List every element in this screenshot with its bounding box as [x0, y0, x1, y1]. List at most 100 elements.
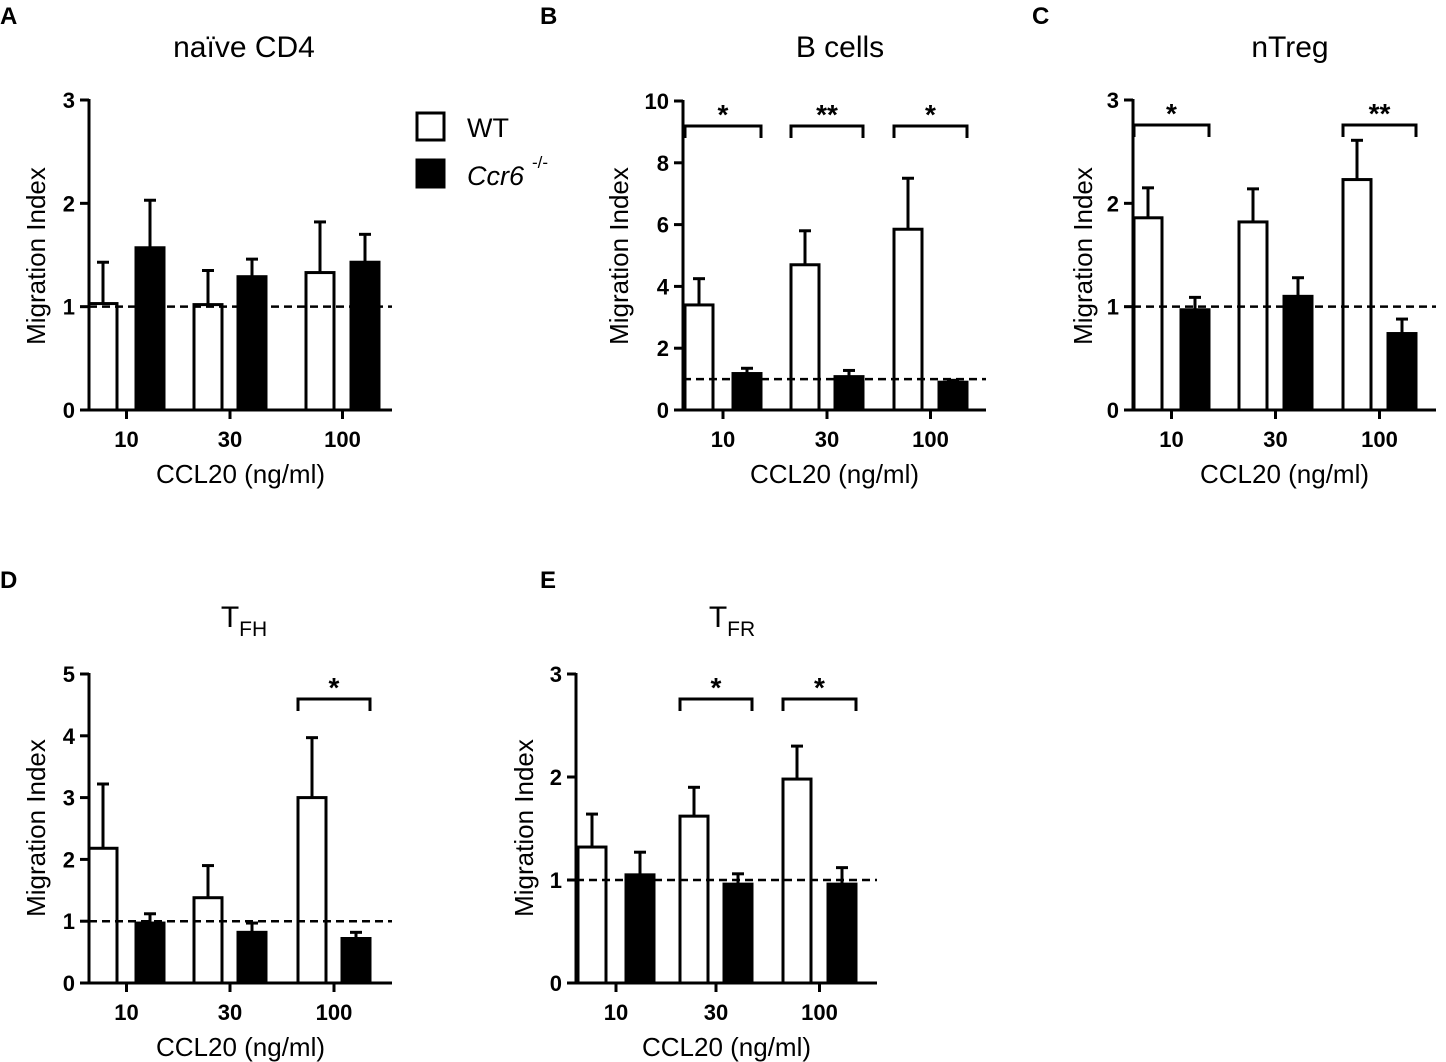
chart-title: TFR [709, 601, 755, 641]
y-tick-label: 0 [657, 398, 669, 423]
significance-label: ** [1369, 98, 1391, 129]
chart-title-subscript: FH [239, 618, 267, 641]
y-axis-label: Migration Index [21, 167, 51, 345]
y-tick-label: 8 [657, 151, 669, 176]
x-tick-label: 30 [815, 427, 839, 452]
bar-wt [1237, 220, 1269, 412]
bar-wt [678, 814, 710, 985]
bar-wt [1341, 178, 1373, 412]
y-tick-label: 2 [657, 336, 669, 361]
significance-bracket [1341, 123, 1418, 137]
x-tick-label: 100 [316, 1000, 353, 1025]
bar-wt [87, 846, 119, 985]
y-tick-label: 2 [63, 191, 75, 216]
bar-wt [87, 302, 119, 412]
legend-swatch-ccr6 [415, 158, 446, 189]
chart-title-main: nTreg [1251, 31, 1328, 64]
bar-ccr6 [236, 275, 268, 412]
bar-ccr6 [1179, 308, 1211, 412]
bar-ccr6 [340, 937, 372, 985]
y-tick-label: 3 [1107, 88, 1119, 113]
x-axis-label: CCL20 (ng/ml) [156, 459, 325, 489]
significance-bracket [683, 124, 763, 138]
y-tick-label: 2 [1107, 191, 1119, 216]
x-tick-label: 10 [711, 427, 735, 452]
y-axis-label: Migration Index [21, 739, 51, 917]
y-tick-label: 0 [1107, 398, 1119, 423]
significance-label: * [329, 672, 340, 703]
significance-label: * [718, 99, 729, 130]
bar-wt [789, 263, 821, 412]
panel-letter: E [540, 567, 556, 594]
significance-bracket [296, 697, 372, 711]
chart-title-main: T [221, 601, 239, 634]
x-axis-label: CCL20 (ng/ml) [750, 459, 919, 489]
significance-label: * [1166, 98, 1177, 129]
x-tick-label: 30 [218, 1000, 242, 1025]
y-tick-label: 2 [63, 847, 75, 872]
x-tick-label: 30 [1263, 427, 1287, 452]
y-tick-label: 2 [550, 765, 562, 790]
legend: WT Ccr6 -/- [415, 111, 548, 191]
chart-title-main: T [709, 601, 727, 634]
bar-wt [683, 303, 715, 412]
bar-ccr6 [134, 246, 166, 412]
legend-label-wt: WT [467, 113, 509, 143]
bar-ccr6 [833, 375, 865, 412]
bar-wt [192, 303, 224, 412]
chart-title: naïve CD4 [173, 31, 315, 64]
bar-ccr6 [722, 882, 754, 985]
y-tick-label: 1 [63, 909, 75, 934]
significance-label: * [711, 672, 722, 703]
y-tick-label: 10 [645, 89, 669, 114]
y-tick-label: 4 [657, 274, 670, 299]
significance-bracket [1132, 123, 1211, 137]
bar-wt [892, 227, 924, 412]
x-tick-label: 10 [114, 427, 138, 452]
x-tick-label: 100 [801, 1000, 838, 1025]
x-tick-label: 100 [1361, 427, 1398, 452]
y-tick-label: 3 [63, 88, 75, 113]
x-tick-label: 10 [114, 1000, 138, 1025]
bar-ccr6 [826, 882, 858, 985]
x-tick-label: 10 [1159, 427, 1183, 452]
x-tick-label: 100 [912, 427, 949, 452]
chart-title: nTreg [1251, 31, 1328, 64]
bar-ccr6 [236, 930, 268, 985]
bar-ccr6 [624, 873, 656, 985]
x-tick-label: 10 [604, 1000, 628, 1025]
y-tick-label: 4 [63, 724, 76, 749]
y-tick-label: 1 [63, 295, 75, 320]
x-tick-label: 30 [218, 427, 242, 452]
x-axis-label: CCL20 (ng/ml) [1200, 459, 1369, 489]
y-tick-label: 3 [63, 786, 75, 811]
x-tick-label: 100 [324, 427, 361, 452]
legend-swatch-wt [415, 111, 446, 142]
bar-ccr6 [134, 921, 166, 985]
y-tick-label: 6 [657, 213, 669, 238]
bar-ccr6 [1386, 332, 1418, 412]
bar-wt [1132, 216, 1164, 412]
chart-title: B cells [796, 31, 884, 64]
y-tick-label: 1 [550, 868, 562, 893]
x-axis-label: CCL20 (ng/ml) [156, 1032, 325, 1062]
chart-title-subscript: FR [727, 618, 755, 641]
y-axis-label: Migration Index [604, 167, 634, 345]
significance-label: ** [816, 99, 838, 130]
bar-wt [192, 896, 224, 985]
bar-ccr6 [349, 260, 381, 412]
chart-panel-e: E TFR 0 1 2 3 10 30 100 * * CCL20 (ng/ml) Migration … [509, 567, 877, 1062]
bar-ccr6 [937, 380, 969, 412]
y-tick-label: 0 [63, 971, 75, 996]
panel-letter: A [0, 3, 17, 30]
y-tick-label: 0 [550, 971, 562, 996]
y-tick-label: 3 [550, 662, 562, 687]
panel-letter: C [1032, 3, 1049, 30]
chart-title: TFH [221, 601, 267, 641]
x-axis-label: CCL20 (ng/ml) [642, 1032, 811, 1062]
chart-title-main: B cells [796, 31, 884, 64]
